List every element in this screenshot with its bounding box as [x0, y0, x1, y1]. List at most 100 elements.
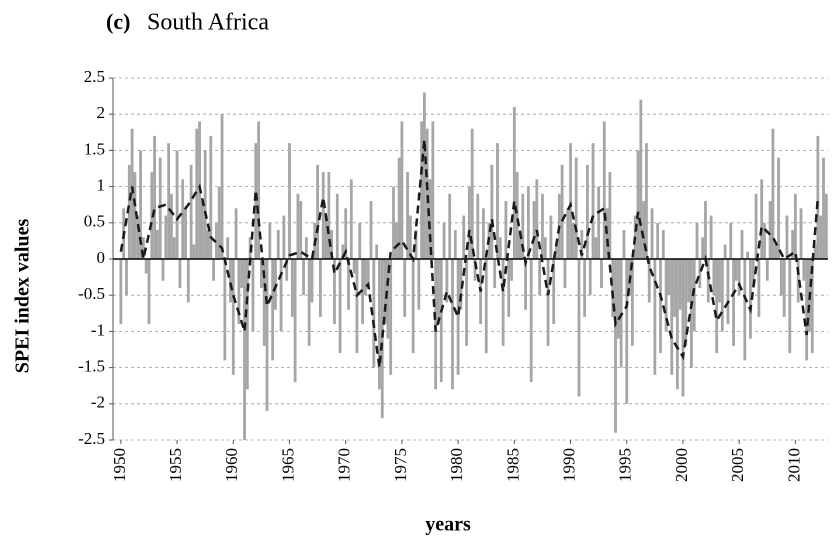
bar — [563, 259, 567, 288]
bar — [203, 150, 207, 259]
bar — [310, 259, 314, 303]
bar — [704, 201, 707, 259]
bar — [431, 121, 435, 259]
bar — [805, 259, 809, 361]
bar — [156, 230, 159, 259]
x-tick-label: 2000 — [672, 448, 691, 482]
bar — [678, 259, 682, 310]
bar — [574, 157, 578, 259]
bar — [141, 237, 145, 259]
bar — [757, 259, 761, 317]
bar — [178, 259, 182, 288]
bar — [285, 259, 289, 281]
bar — [535, 179, 539, 259]
bar — [167, 143, 171, 259]
bar — [507, 259, 511, 317]
bar — [684, 259, 688, 346]
bar — [726, 259, 730, 325]
bar — [571, 222, 575, 259]
bar — [715, 259, 719, 354]
bar — [659, 259, 662, 354]
bar — [243, 259, 246, 440]
bar — [333, 259, 336, 325]
bar — [785, 215, 789, 259]
y-tick-label: -2 — [91, 393, 105, 412]
bar — [392, 186, 395, 259]
bar — [338, 259, 342, 354]
bar — [366, 259, 370, 288]
bar — [473, 259, 477, 281]
bar — [209, 135, 213, 259]
bar — [529, 259, 533, 383]
y-tick-label: -1 — [91, 320, 105, 339]
x-tick-label: 1965 — [278, 448, 297, 482]
bar — [397, 157, 401, 259]
bar — [763, 222, 766, 259]
bar — [791, 230, 794, 259]
bar — [740, 230, 744, 259]
bar — [616, 259, 620, 339]
bar — [650, 208, 654, 259]
bar — [262, 259, 266, 346]
bar — [695, 222, 699, 259]
bar — [220, 114, 224, 259]
bar — [681, 259, 685, 397]
bar — [636, 150, 640, 259]
bar — [184, 208, 187, 259]
bar — [706, 259, 710, 303]
y-tick-label: 2 — [97, 103, 106, 122]
bar — [271, 259, 275, 361]
bar — [746, 251, 750, 259]
bar — [439, 259, 443, 383]
bar — [341, 244, 345, 259]
bar — [583, 259, 587, 317]
bar — [630, 259, 634, 346]
bar — [245, 259, 249, 390]
y-tick-label: 2.5 — [84, 67, 105, 86]
bar — [304, 237, 308, 259]
bar — [349, 179, 353, 259]
line — [119, 139, 820, 368]
bar — [546, 259, 550, 346]
bar — [456, 259, 460, 375]
bar — [319, 259, 322, 317]
bar — [394, 222, 398, 259]
bar — [560, 164, 564, 259]
bar — [189, 164, 193, 259]
x-tick-label: 1990 — [559, 448, 578, 482]
bar — [347, 259, 350, 310]
bar — [414, 230, 418, 259]
bar — [442, 222, 446, 259]
bar — [234, 208, 238, 259]
bar — [538, 259, 542, 296]
bar — [229, 259, 232, 303]
bar — [302, 259, 305, 296]
bar — [423, 92, 426, 259]
bar — [462, 215, 466, 259]
bar — [127, 164, 131, 259]
bar — [822, 157, 825, 259]
bar — [380, 259, 384, 419]
bar — [161, 259, 165, 281]
bar — [751, 259, 755, 288]
bar — [586, 164, 589, 259]
bar — [170, 193, 173, 259]
bar — [608, 172, 612, 259]
x-axis-title: years — [425, 514, 471, 536]
bar — [515, 172, 519, 259]
x-tick-label: 2010 — [784, 448, 803, 482]
bar — [760, 179, 764, 259]
panel-label: (c) — [106, 9, 130, 34]
bar — [139, 150, 142, 259]
bar — [467, 186, 471, 259]
bar — [288, 143, 291, 259]
bar — [701, 237, 705, 259]
bar — [656, 222, 660, 259]
bar — [389, 259, 393, 375]
bar — [653, 259, 657, 375]
bar — [330, 230, 334, 259]
bar — [324, 215, 328, 259]
bar — [217, 186, 221, 259]
bar — [743, 259, 747, 361]
